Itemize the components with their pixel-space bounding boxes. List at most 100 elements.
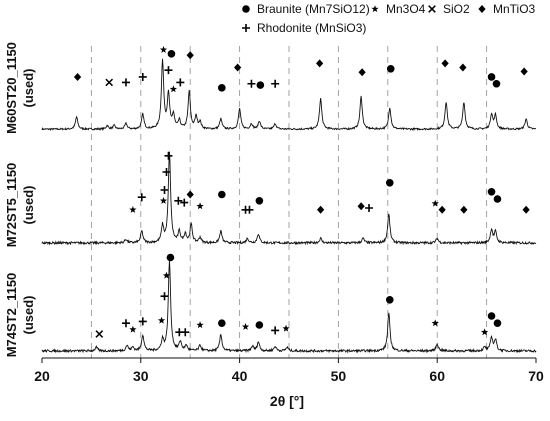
pattern-line	[41, 58, 537, 132]
diffraction-panels: M60ST20_1150 (used)M72ST5_1150 (used)M74ST…	[4, 42, 537, 358]
plus-marker	[137, 193, 146, 202]
plus-marker	[271, 79, 280, 88]
x-axis: 20 30 40 50 60 70	[34, 357, 544, 384]
plus-marker	[164, 66, 173, 75]
circle-marker	[386, 65, 395, 73]
circle-marker	[218, 84, 226, 92]
cross-marker	[428, 5, 436, 13]
circle-marker	[493, 195, 502, 203]
panel-M72ST5_1150: M72ST5_1150 (used)	[4, 151, 537, 248]
cross-marker	[95, 330, 104, 338]
circle-marker	[255, 197, 264, 205]
plus-marker	[245, 205, 254, 214]
circle-marker	[218, 319, 226, 328]
plus-marker	[162, 168, 171, 176]
star-marker	[162, 271, 171, 279]
plus-marker	[176, 78, 185, 87]
diamond-marker	[357, 202, 365, 211]
star-marker	[371, 5, 379, 13]
vertical-dashed-gridlines	[90, 46, 488, 358]
diamond-marker	[441, 59, 449, 68]
x-tick-label: 70	[528, 368, 544, 384]
circle-marker	[487, 188, 496, 196]
legend-label: SiO2	[443, 2, 470, 16]
star-marker	[196, 202, 204, 210]
plus-marker	[365, 204, 374, 212]
diamond-marker	[478, 5, 486, 13]
panel-sublabel: (used)	[21, 296, 36, 335]
panel-M74ST2_1150: M74ST2_1150 (used)	[4, 253, 537, 358]
panel-label: M60ST20_1150	[4, 42, 19, 134]
star-marker	[431, 199, 439, 207]
plus-marker	[138, 317, 147, 326]
legend-label: Rhodonite (MnSiO3)	[257, 21, 366, 35]
diamond-marker	[358, 68, 366, 77]
circle-marker	[166, 253, 175, 262]
plus-marker	[164, 151, 173, 160]
diamond-marker	[522, 205, 530, 214]
plus-marker	[138, 72, 147, 81]
panel-label: M74ST2_1150	[4, 273, 19, 358]
star-marker	[159, 45, 168, 53]
circle-marker	[493, 319, 502, 328]
star-marker	[169, 85, 178, 93]
star-marker	[431, 319, 439, 327]
star-marker	[196, 321, 204, 329]
plus-marker	[242, 24, 250, 32]
star-marker	[157, 316, 166, 324]
legend: Braunite (Mn7SiO12) Mn3O4 SiO2 MnTiO3 Rhodon…	[242, 2, 536, 35]
x-tick-label: 60	[429, 368, 445, 384]
cross-marker	[105, 78, 114, 87]
plus-marker	[121, 78, 130, 87]
diamond-marker	[460, 205, 468, 214]
circle-marker	[218, 190, 226, 199]
star-marker	[282, 324, 290, 332]
star-marker	[129, 206, 137, 213]
plus-marker	[271, 326, 280, 335]
x-tick-label: 40	[232, 368, 248, 384]
diamond-marker	[438, 205, 446, 214]
plus-marker	[247, 79, 256, 88]
circle-marker	[385, 296, 394, 304]
diamond-marker	[316, 59, 324, 68]
circle-marker	[492, 79, 501, 88]
diamond-marker	[520, 67, 528, 76]
star-marker	[129, 325, 137, 333]
plus-marker	[160, 292, 169, 301]
legend-label: Mn3O4	[386, 2, 426, 16]
diamond-marker	[73, 72, 82, 81]
x-tick-label: 20	[34, 368, 50, 384]
star-marker	[159, 197, 168, 204]
diamond-marker	[234, 63, 242, 72]
circle-marker	[487, 312, 496, 320]
circle-marker	[255, 321, 264, 329]
plus-marker	[121, 319, 130, 328]
circle-marker	[385, 179, 394, 187]
star-marker	[241, 323, 250, 330]
panel-M60ST20_1150: M60ST20_1150 (used)	[4, 42, 537, 134]
panel-sublabel: (used)	[21, 69, 36, 108]
circle-marker	[167, 50, 176, 58]
panel-sublabel: (used)	[21, 186, 36, 225]
x-tick-label: 30	[133, 368, 149, 384]
star-marker	[481, 328, 489, 336]
circle-marker	[487, 73, 496, 81]
plus-marker	[160, 186, 169, 194]
plus-marker	[181, 328, 190, 337]
diamond-marker	[186, 51, 194, 60]
legend-label: MnTiO3	[493, 2, 536, 16]
diamond-marker	[186, 190, 194, 199]
pattern-line	[41, 151, 537, 246]
x-tick-label: 50	[331, 368, 347, 384]
x-axis-label: 2θ [°]	[270, 393, 304, 409]
plus-marker	[180, 198, 189, 207]
plus-marker	[174, 196, 183, 205]
diamond-marker	[317, 205, 325, 214]
legend-label: Braunite (Mn7SiO12)	[257, 2, 370, 16]
pattern-line	[41, 260, 537, 354]
diamond-marker	[459, 63, 467, 72]
panel-label: M72ST5_1150	[4, 163, 19, 248]
circle-marker	[256, 81, 265, 89]
circle-marker	[242, 5, 250, 13]
